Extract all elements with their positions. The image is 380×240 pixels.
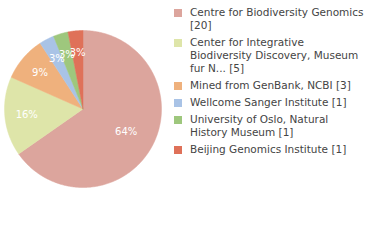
html-text:Center for Integrative Biodive: Center for Integrative Biodiversity Disc…	[190, 36, 359, 74]
svg-text:3%: 3%	[48, 53, 65, 65]
svg-text:64%: 64%	[115, 126, 137, 137]
html-text:Beijing Genomics Institute [1]: Beijing Genomics Institute [1]	[190, 143, 347, 155]
svg-text:3%: 3%	[70, 47, 86, 58]
html-text:Wellcome Sanger Institute [1]: Wellcome Sanger Institute [1]	[190, 96, 347, 108]
html-text:University of Oslo, Natural Hi: University of Oslo, Natural History Muse…	[190, 113, 329, 138]
html-text:Mined from GenBank, NCBI [3]: Mined from GenBank, NCBI [3]	[190, 79, 351, 91]
svg-text:3%: 3%	[59, 49, 75, 60]
svg-text:9%: 9%	[32, 67, 48, 78]
svg-text:16%: 16%	[16, 109, 38, 120]
html-text:Centre for Biodiversity Genomi: Centre for Biodiversity Genomics [20]	[190, 6, 364, 31]
